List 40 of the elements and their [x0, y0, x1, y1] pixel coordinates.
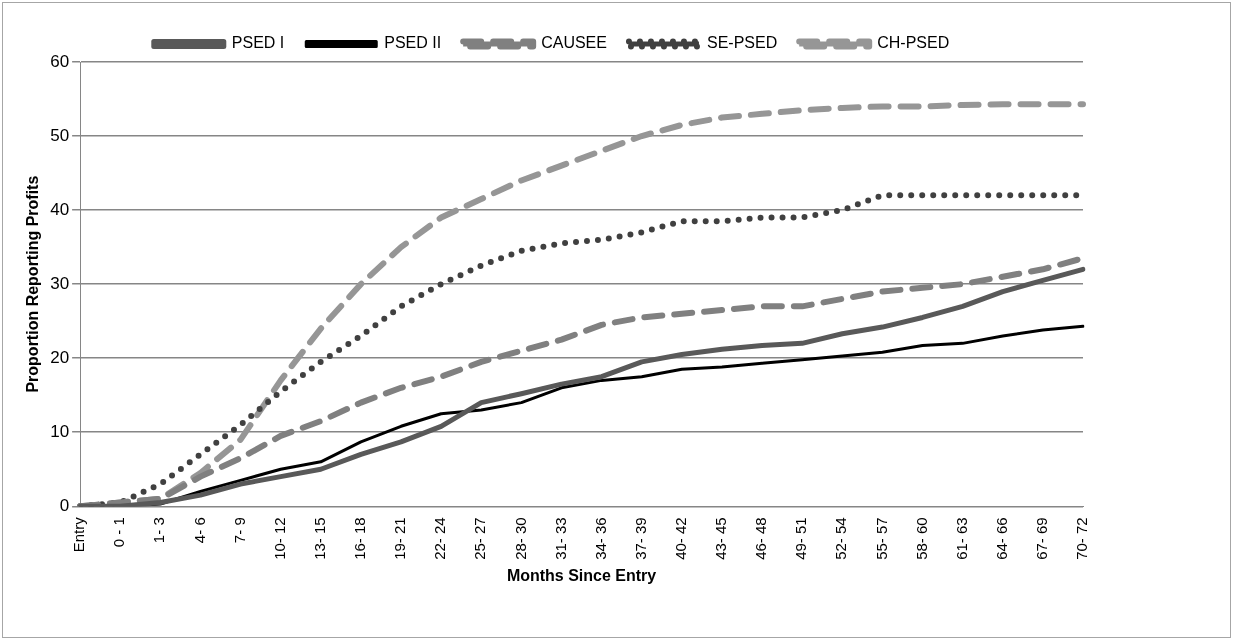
x-tick-label: 25- 27 — [471, 517, 489, 560]
x-tick-label: 1- 3 — [150, 517, 168, 544]
x-tick-label: 7- 9 — [230, 517, 248, 544]
y-tick-label: 0 — [59, 495, 70, 515]
x-tick-label: 31- 33 — [551, 517, 569, 560]
legend-label: CH-PSED — [877, 34, 950, 52]
x-tick-label: 49- 51 — [792, 517, 810, 560]
x-tick-label: 34- 36 — [591, 517, 609, 560]
x-tick-label: 55- 57 — [872, 517, 890, 560]
x-tick-label: 10- 12 — [270, 517, 288, 560]
x-tick-label: 19- 21 — [391, 517, 409, 560]
legend-label: SE-PSED — [706, 34, 778, 52]
legend-label: PSED I — [231, 34, 285, 52]
legend-label: CAUSEE — [541, 34, 607, 52]
x-tick-label: 67- 69 — [1033, 517, 1051, 560]
x-tick-label: 4- 6 — [190, 517, 208, 544]
x-tick-label: 13- 15 — [310, 517, 328, 560]
x-tick-label: 22- 24 — [431, 517, 449, 560]
x-tick-label: 40- 42 — [671, 517, 689, 560]
x-tick-label: 52- 54 — [832, 517, 850, 560]
x-tick-label: 0 - 1 — [110, 517, 128, 548]
x-tick-label: Entry — [70, 516, 88, 553]
x-tick-label: 61- 63 — [952, 517, 970, 560]
x-tick-label: 64- 66 — [992, 517, 1010, 560]
x-tick-label: 37- 39 — [631, 517, 649, 560]
legend-label: PSED II — [384, 34, 442, 52]
y-axis-title: Proportion Reporting Profits — [24, 175, 42, 393]
y-tick-label: 40 — [50, 199, 70, 219]
x-tick-label: 16- 18 — [351, 517, 369, 560]
x-tick-label: 58- 60 — [912, 517, 930, 560]
x-tick-label: 43- 45 — [712, 517, 730, 560]
x-tick-label: 28- 30 — [511, 517, 529, 560]
x-axis-title: Months Since Entry — [506, 566, 657, 584]
y-tick-label: 60 — [50, 51, 70, 71]
y-tick-label: 50 — [50, 125, 70, 145]
y-tick-label: 30 — [50, 273, 70, 293]
y-tick-label: 10 — [50, 421, 70, 441]
y-tick-label: 20 — [50, 347, 70, 367]
x-tick-label: 46- 48 — [752, 517, 770, 560]
x-tick-label: 70- 72 — [1073, 517, 1091, 560]
